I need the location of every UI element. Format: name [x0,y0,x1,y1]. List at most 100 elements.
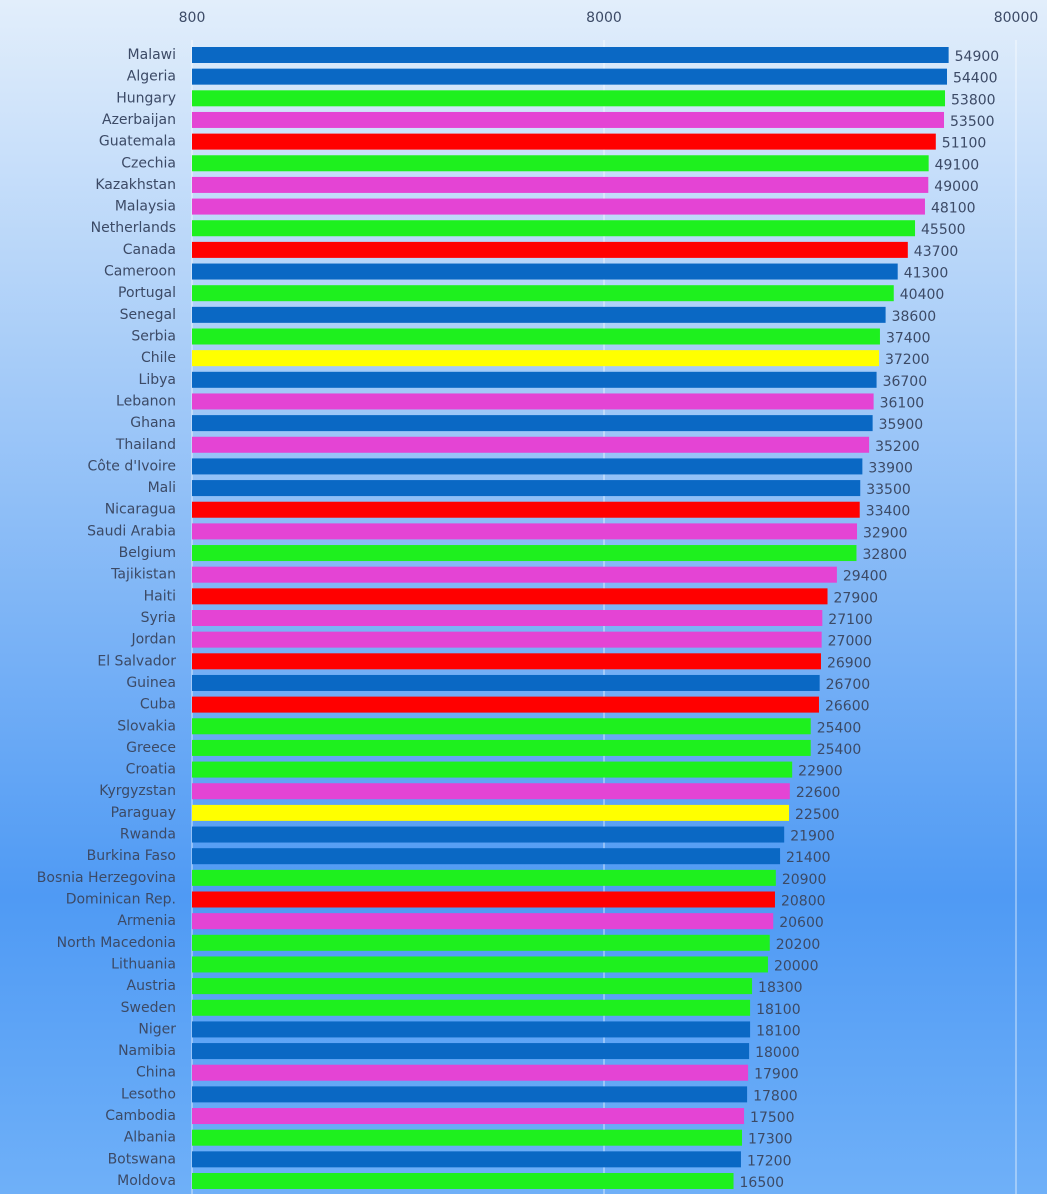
value-label: 54900 [955,49,1000,65]
value-label: 17800 [753,1088,798,1104]
bar [192,610,823,626]
bar [192,674,820,691]
y-tick-label: Haiti [144,588,176,604]
x-tick-label: 8000 [586,10,622,26]
y-tick-label: Syria [141,610,176,626]
value-label: 25400 [817,742,862,758]
bar [192,1086,748,1103]
bar [192,328,880,345]
bar [192,1064,749,1081]
value-label: 17500 [750,1110,795,1126]
bar [192,696,819,713]
y-tick-label: Portugal [118,285,176,301]
value-label: 35900 [879,417,924,433]
bar [192,306,886,323]
y-tick-label: North Macedonia [57,935,176,951]
value-label: 45500 [921,222,966,238]
value-label: 27000 [828,634,873,650]
value-label: 37200 [885,352,930,368]
bar [192,848,781,865]
y-tick-label: Moldova [117,1173,176,1189]
bar [192,350,879,367]
y-tick-label: Slovakia [117,718,176,734]
x-tick-label: 800 [179,10,206,26]
y-tick-label: Croatia [126,762,176,778]
y-tick-label: Netherlands [91,220,176,236]
bar [192,545,857,562]
value-label: 37400 [886,331,931,347]
y-tick-label: Algeria [127,69,176,85]
bar [192,588,828,605]
y-tick-label: Malaysia [115,199,176,215]
value-label: 27900 [834,590,879,606]
value-label: 40400 [900,287,945,303]
bar [192,934,770,951]
bar [192,393,874,410]
value-label: 29400 [843,569,888,585]
y-tick-label: Jordan [130,632,176,648]
value-label: 49100 [935,157,980,173]
bar [192,285,894,302]
value-label: 33900 [868,460,913,476]
bar [192,155,929,172]
bar [192,176,929,193]
bar [192,653,821,670]
value-label: 17900 [754,1067,799,1083]
value-label: 21400 [786,850,831,866]
bar [192,1021,751,1038]
y-tick-label: Ghana [130,415,176,431]
y-tick-label: Serbia [131,329,176,345]
value-label: 20000 [774,958,819,974]
bar [192,1173,734,1189]
y-tick-label: Paraguay [111,805,176,821]
y-tick-label: Senegal [120,307,176,323]
value-label: 18300 [758,980,803,996]
y-tick-label: Lithuania [111,956,176,972]
y-tick-label: Lesotho [121,1086,176,1102]
bar [192,241,908,258]
bar [192,1151,741,1168]
y-tick-label: Sweden [121,1000,176,1016]
y-tick-label: Belgium [119,545,176,561]
value-label: 36700 [883,374,928,390]
y-tick-label: Kazakhstan [95,177,176,193]
value-label: 38600 [892,309,937,325]
bar [192,458,863,475]
value-label: 18100 [756,1023,801,1039]
bar [192,566,837,583]
value-label: 20600 [779,915,824,931]
value-label: 22500 [795,807,840,823]
value-label: 27100 [828,612,873,628]
bar [192,1129,743,1146]
value-label: 26600 [825,699,870,715]
y-tick-label: Cambodia [105,1108,176,1124]
bar [192,263,898,280]
value-label: 25400 [817,720,862,736]
value-label: 22600 [796,785,841,801]
bar [192,436,870,453]
y-tick-label: Côte d'Ivoire [87,458,176,474]
y-tick-label: Cameroon [104,264,176,280]
y-tick-label: Chile [141,350,176,366]
bar [192,1108,745,1125]
value-label: 33400 [866,504,911,520]
y-tick-label: China [136,1065,176,1081]
value-label: 18000 [755,1045,800,1061]
y-tick-label: Armenia [117,913,176,929]
bar [192,891,775,908]
y-tick-label: Lebanon [116,393,176,409]
y-tick-label: El Salvador [97,653,176,669]
bar [192,913,774,930]
y-tick-label: Niger [138,1021,176,1037]
bar [192,739,811,756]
y-tick-label: Burkina Faso [87,848,176,864]
value-label: 41300 [904,266,949,282]
bar [192,999,751,1016]
value-label: 53800 [951,92,996,108]
bar [192,978,753,995]
y-tick-label: Dominican Rep. [66,892,176,908]
bar [192,47,949,63]
value-label: 26700 [826,677,871,693]
value-label: 51100 [942,136,987,152]
bar [192,68,947,85]
